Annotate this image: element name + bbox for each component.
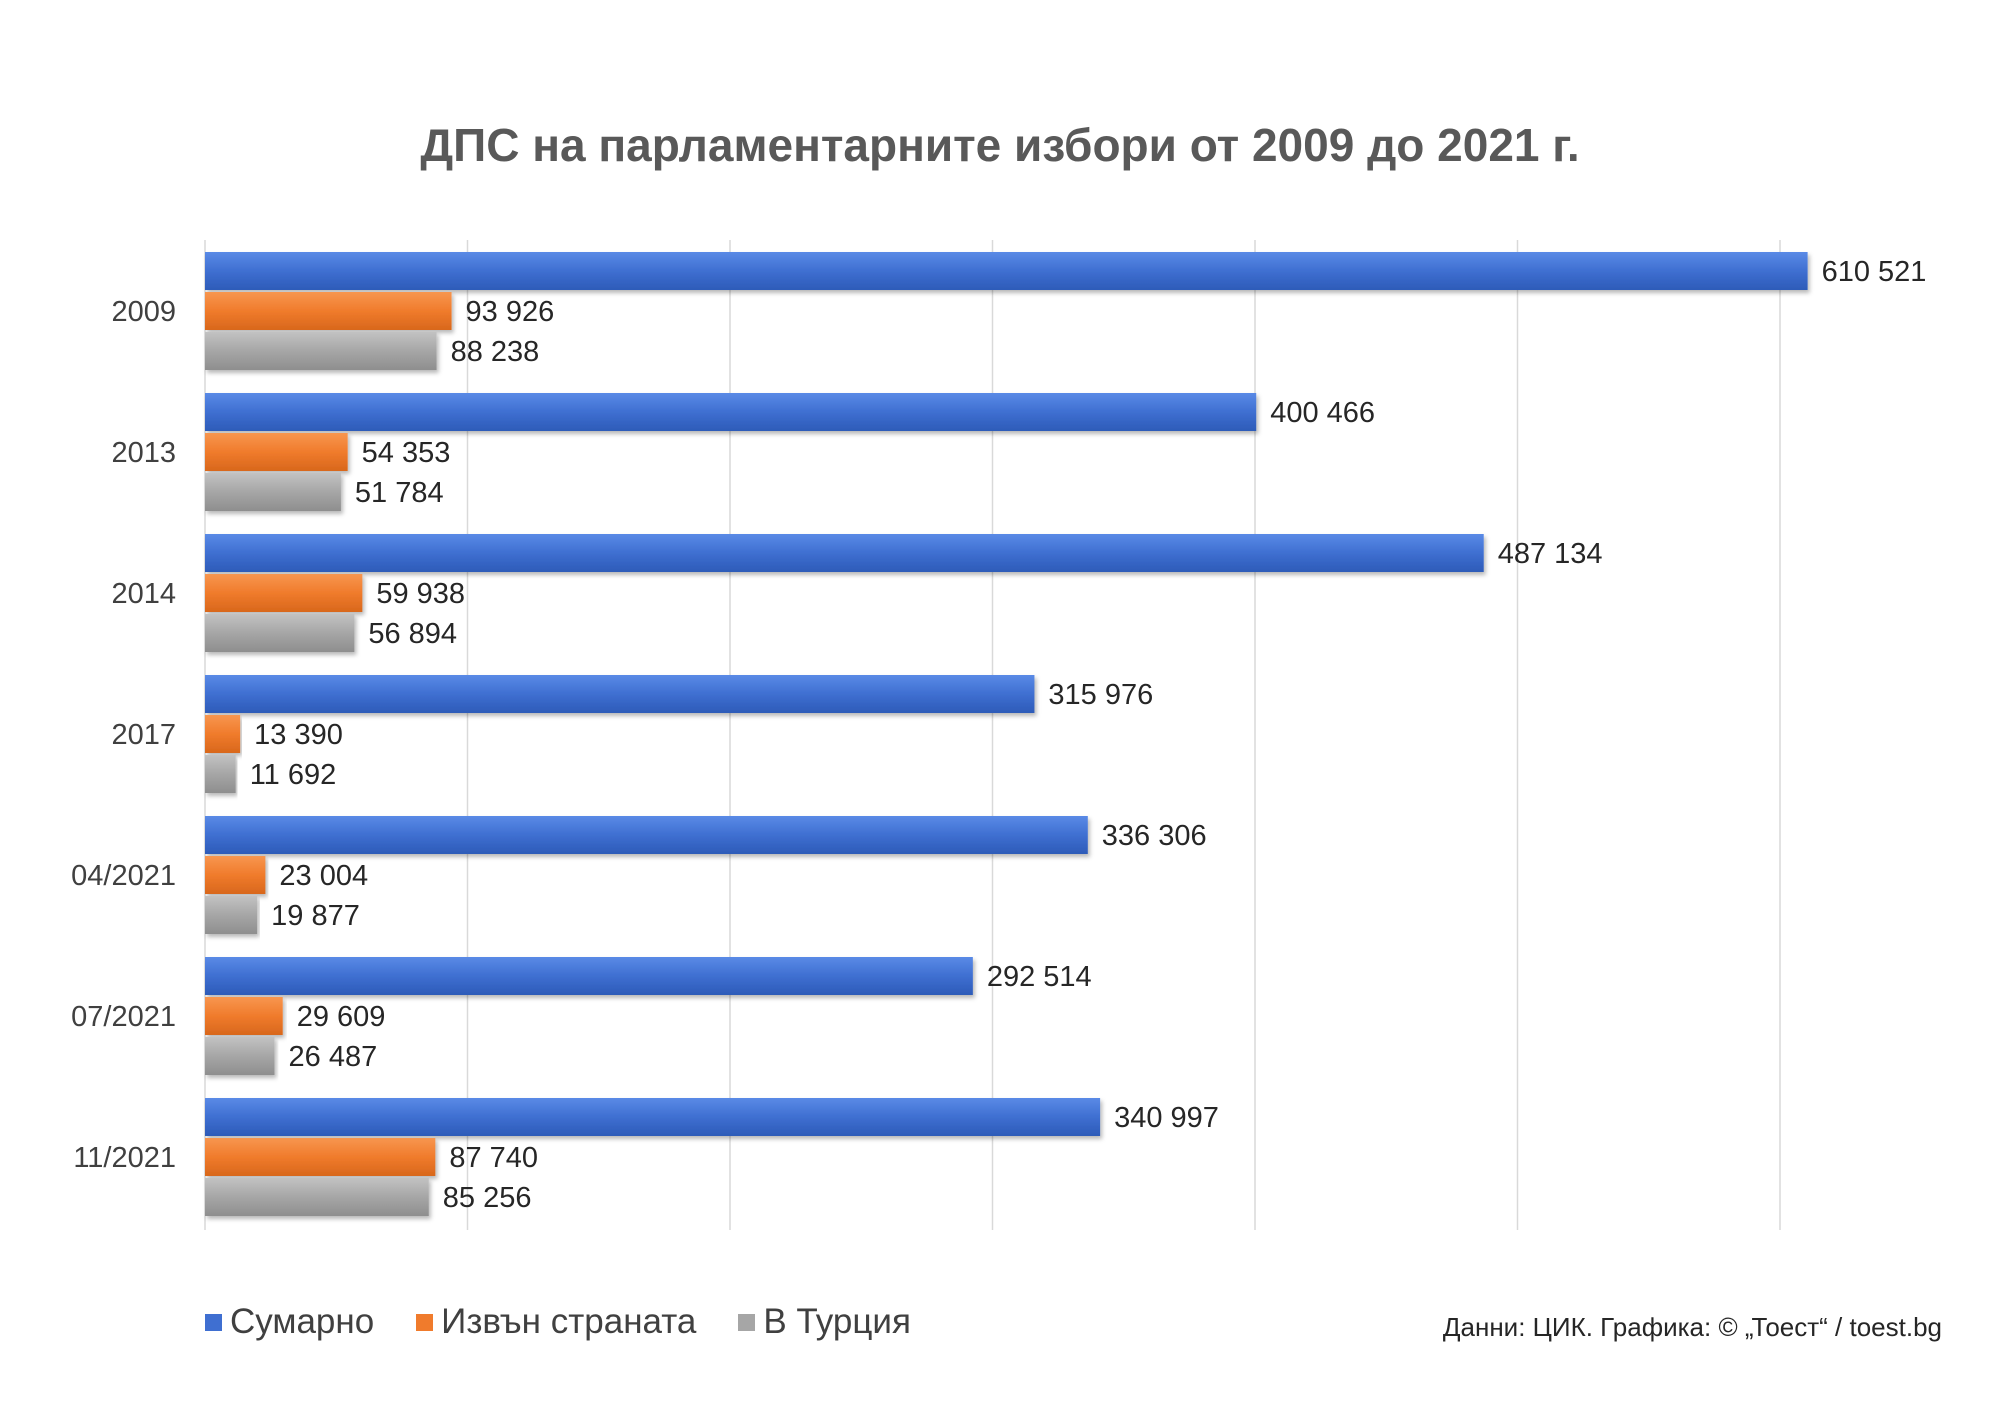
value-label-11-2021-series-0: 340 997 (1114, 1102, 1219, 1134)
category-label-2013: 2013 (111, 437, 176, 469)
category-label-04-2021: 04/2021 (71, 860, 176, 892)
bar-04-2021-series-0 (205, 816, 1088, 854)
legend-swatch (738, 1313, 756, 1331)
legend-label: Извън страната (441, 1302, 697, 1341)
value-label-11-2021-series-2: 85 256 (443, 1182, 532, 1214)
category-label-07-2021: 07/2021 (71, 1001, 176, 1033)
legend: Сумарно Извън страната В Турция (205, 1302, 911, 1342)
bar-2009-series-2 (205, 332, 437, 370)
bars (205, 252, 1808, 1216)
value-label-2009-series-1: 93 926 (466, 296, 555, 328)
bar-11-2021-series-0 (205, 1098, 1101, 1136)
value-label-11-2021-series-1: 87 740 (449, 1142, 538, 1174)
bar-04-2021-series-1 (205, 856, 266, 894)
bar-2013-series-2 (205, 473, 341, 511)
value-label-04-2021-series-1: 23 004 (279, 860, 368, 892)
category-label-2017: 2017 (111, 719, 176, 751)
legend-swatch (416, 1313, 434, 1331)
value-label-2009-series-2: 88 238 (451, 336, 540, 368)
value-label-2013-series-1: 54 353 (362, 437, 451, 469)
source-note: Данни: ЦИК. Графика: © „Тоест“ / toest.b… (1442, 1312, 1942, 1342)
value-label-2017-series-1: 13 390 (254, 719, 343, 751)
category-label-2014: 2014 (111, 578, 176, 610)
value-label-2014-series-1: 59 938 (376, 578, 465, 610)
bar-2017-series-1 (205, 715, 241, 753)
legend-swatch (205, 1313, 222, 1331)
bar-2014-series-0 (205, 534, 1484, 572)
legend-label: В Турция (763, 1302, 911, 1341)
category-label-11-2021: 11/2021 (73, 1142, 176, 1174)
bar-07-2021-series-1 (205, 997, 283, 1035)
bar-11-2021-series-1 (205, 1138, 436, 1176)
value-label-2013-series-0: 400 466 (1270, 397, 1375, 429)
bar-11-2021-series-2 (205, 1178, 429, 1216)
value-label-07-2021-series-0: 292 514 (987, 961, 1092, 993)
value-label-04-2021-series-2: 19 877 (271, 900, 360, 932)
value-label-2017-series-0: 315 976 (1048, 679, 1153, 711)
legend-item-series-2: В Турция (738, 1302, 911, 1342)
category-label-2009: 2009 (111, 296, 176, 328)
chart-title: ДПС на парламентарните избори от 2009 до… (420, 119, 1580, 171)
bar-07-2021-series-2 (205, 1037, 275, 1075)
bar-2013-series-1 (205, 433, 348, 471)
legend-item-series-1: Извън страната (416, 1302, 696, 1342)
bar-2009-series-0 (205, 252, 1808, 290)
bar-04-2021-series-2 (205, 896, 258, 934)
value-label-2013-series-2: 51 784 (355, 477, 444, 509)
legend-item-series-0: Сумарно (205, 1302, 374, 1342)
bar-2014-series-2 (205, 614, 355, 652)
value-label-2014-series-0: 487 134 (1498, 538, 1603, 570)
bar-2013-series-0 (205, 393, 1257, 431)
bar-2017-series-2 (205, 755, 236, 793)
bar-07-2021-series-0 (205, 957, 973, 995)
gridlines (204, 240, 1781, 1230)
value-label-2017-series-2: 11 692 (250, 759, 337, 791)
bar-2009-series-1 (205, 292, 452, 330)
data-labels: 610 521 93 926 88 238 400 466 54 353 51 784 48… (250, 256, 1927, 1214)
value-label-04-2021-series-0: 336 306 (1102, 820, 1207, 852)
value-label-2014-series-2: 56 894 (368, 618, 457, 650)
bar-2017-series-0 (205, 675, 1035, 713)
value-label-07-2021-series-2: 26 487 (289, 1041, 378, 1073)
bar-2014-series-1 (205, 574, 363, 612)
value-label-07-2021-series-1: 29 609 (297, 1001, 386, 1033)
value-label-2009-series-0: 610 521 (1822, 256, 1927, 288)
legend-label: Сумарно (230, 1302, 375, 1341)
category-axis: 2009 2013 2014 2017 04/2021 07/2021 11/2021 (71, 296, 176, 1174)
